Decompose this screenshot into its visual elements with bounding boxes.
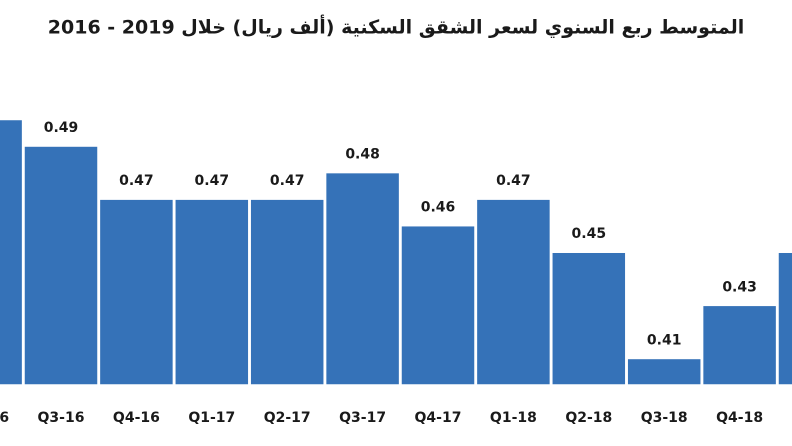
bar [174, 198, 250, 386]
bar [475, 198, 552, 386]
value-label: 0.47 [119, 173, 154, 189]
value-label: 0.47 [195, 173, 230, 189]
x-tick-label: Q4-18 [716, 410, 763, 426]
value-label: 0.49 [44, 120, 79, 136]
x-tick-label: Q2-16 [0, 410, 9, 426]
x-tick-label: Q4-16 [113, 410, 160, 426]
bar [626, 357, 702, 386]
value-label: 0.47 [270, 173, 305, 189]
x-tick-label: Q3-17 [339, 410, 386, 426]
value-label: 0.43 [722, 279, 757, 295]
bar [701, 304, 778, 386]
x-tick-label: Q4-17 [415, 410, 462, 426]
value-label: 0.46 [421, 200, 456, 216]
bar [0, 118, 24, 386]
value-label: 0.48 [345, 147, 380, 163]
value-label: 0.45 [572, 226, 607, 242]
bar [551, 251, 627, 386]
value-label: 0.41 [647, 332, 682, 348]
value-label: 0.47 [496, 173, 531, 189]
bar [400, 224, 476, 386]
bar [98, 198, 175, 386]
x-tick-label: Q2-17 [264, 410, 311, 426]
chart-title: المتوسط ربع السنوي لسعر الشقق السكنية (أ… [48, 15, 744, 40]
x-tick-label: Q1-17 [188, 410, 235, 426]
x-tick-label: Q2-18 [565, 410, 612, 426]
bar [324, 171, 401, 386]
x-tick-label: Q1-18 [490, 410, 537, 426]
bar [249, 198, 325, 386]
x-tick-label: Q3-18 [641, 410, 688, 426]
x-tick-label: Q3-16 [38, 410, 85, 426]
bar [23, 145, 99, 386]
bar [777, 251, 792, 386]
